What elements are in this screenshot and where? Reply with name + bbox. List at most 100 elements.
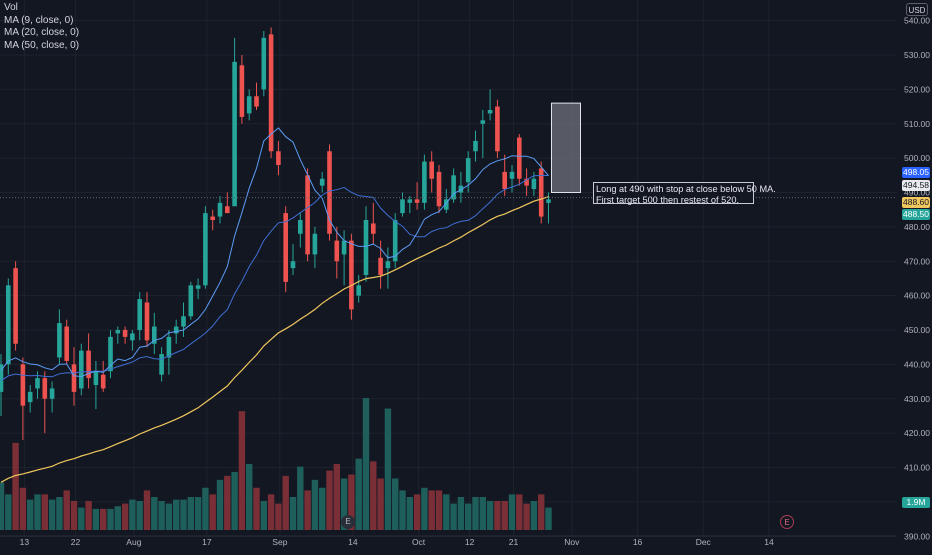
candle-body bbox=[203, 213, 208, 286]
volume-bar bbox=[399, 490, 406, 530]
volume-bar bbox=[48, 499, 56, 530]
legend-ma50[interactable]: MA (50, close, 0) bbox=[4, 39, 80, 51]
volume-bar bbox=[238, 411, 246, 530]
volume-bar bbox=[173, 499, 180, 530]
volume-bar bbox=[41, 494, 48, 530]
volume-bar bbox=[216, 479, 224, 530]
y-tick-label: 500.00 bbox=[904, 153, 930, 163]
legend-vol[interactable]: Vol bbox=[4, 2, 18, 13]
x-tick-label: 14 bbox=[348, 537, 358, 547]
volume-value-label: 1.9M bbox=[902, 497, 930, 508]
candle-body bbox=[451, 175, 456, 200]
candle-body bbox=[538, 168, 544, 217]
volume-bar bbox=[92, 508, 100, 530]
candle-body bbox=[49, 388, 55, 399]
volume-bar bbox=[27, 499, 34, 530]
candle-body bbox=[495, 106, 500, 152]
volume-bar bbox=[202, 487, 209, 530]
y-tick-label: 490.00 bbox=[904, 188, 930, 198]
candle-body bbox=[276, 151, 281, 165]
volume-bar bbox=[165, 503, 173, 530]
candle-body bbox=[254, 96, 259, 107]
candle-body bbox=[517, 137, 522, 179]
ma20-price-label: 494.58 bbox=[902, 180, 930, 191]
candle-body bbox=[385, 261, 391, 269]
candle-body bbox=[35, 378, 40, 389]
ma9-price-label: 498.05 bbox=[902, 167, 930, 178]
candle-body bbox=[42, 378, 48, 399]
legend-ma20[interactable]: MA (20, close, 0) bbox=[4, 27, 80, 38]
legend-ma9[interactable]: MA (9, close, 0) bbox=[4, 14, 74, 26]
x-tick-label: 17 bbox=[202, 537, 212, 547]
candle-body bbox=[305, 175, 310, 255]
volume-bar bbox=[501, 500, 508, 530]
candle-body bbox=[152, 326, 157, 344]
volume-bar bbox=[194, 497, 202, 530]
volume-bar bbox=[34, 494, 41, 530]
volume-bar bbox=[260, 500, 267, 530]
trade-note[interactable]: Long at 490 with stop at close below 50 … bbox=[593, 182, 776, 205]
volume-bar bbox=[209, 494, 216, 530]
ma50-line bbox=[0, 196, 549, 483]
candle-body bbox=[64, 326, 69, 361]
volume-bar bbox=[486, 500, 494, 530]
volume-bar bbox=[246, 464, 253, 530]
candle-body bbox=[509, 171, 515, 179]
candle-body bbox=[137, 299, 142, 330]
volume-bar bbox=[63, 490, 70, 530]
y-tick-label: 540.00 bbox=[904, 16, 930, 26]
candle-body bbox=[436, 171, 442, 207]
grid-layer bbox=[0, 0, 897, 537]
volume-bar bbox=[121, 503, 129, 530]
candle-body bbox=[414, 199, 420, 203]
volume-bar bbox=[538, 494, 545, 530]
volume-bar bbox=[143, 490, 151, 530]
y-tick-label: 520.00 bbox=[904, 84, 930, 94]
volume-bar bbox=[362, 398, 370, 530]
candle-layer bbox=[0, 27, 551, 440]
candle-body bbox=[487, 110, 493, 114]
y-tick-label: 440.00 bbox=[904, 359, 930, 369]
currency-button[interactable]: USD bbox=[906, 3, 928, 16]
volume-bar bbox=[421, 487, 428, 530]
candle-body bbox=[144, 302, 150, 341]
volume-bar bbox=[129, 499, 136, 530]
x-tick-label: 13 bbox=[20, 537, 30, 547]
target-box bbox=[551, 102, 581, 193]
earnings-marker-past[interactable]: E bbox=[341, 515, 355, 529]
candle-body bbox=[531, 178, 537, 190]
y-tick-label: 420.00 bbox=[904, 428, 930, 438]
candle-body bbox=[0, 364, 4, 392]
volume-bar bbox=[267, 494, 275, 530]
candle-body bbox=[546, 199, 551, 203]
candle-body bbox=[290, 261, 296, 269]
candle-body bbox=[86, 350, 91, 379]
y-tick-label: 470.00 bbox=[904, 256, 930, 266]
volume-bar bbox=[443, 494, 450, 530]
candle-body bbox=[210, 216, 215, 220]
earnings-marker-upcoming[interactable]: E bbox=[780, 515, 794, 529]
candle-body bbox=[79, 350, 84, 389]
candle-body bbox=[349, 240, 354, 310]
indicator-legend[interactable]: Vol MA (9, close, 0) MA (20, close, 0) M… bbox=[4, 2, 79, 52]
ma9-line bbox=[0, 127, 549, 378]
x-tick-label: 21 bbox=[509, 537, 519, 547]
x-tick-label: 22 bbox=[71, 537, 81, 547]
candle-body bbox=[268, 34, 274, 152]
x-tick-label: 12 bbox=[465, 537, 475, 547]
volume-bar bbox=[275, 503, 282, 530]
candle-body bbox=[465, 158, 471, 183]
candle-body bbox=[502, 171, 507, 190]
volume-bar bbox=[180, 499, 187, 530]
candle-body bbox=[159, 354, 164, 375]
volume-bar bbox=[472, 497, 479, 530]
candle-body bbox=[181, 316, 186, 327]
last-price-label: 488.50 bbox=[902, 209, 930, 220]
volume-bar bbox=[326, 470, 333, 530]
y-tick-label: 390.00 bbox=[904, 531, 930, 541]
x-tick-label: Oct bbox=[412, 537, 426, 547]
candle-body bbox=[319, 178, 325, 186]
candle-body bbox=[283, 213, 288, 282]
candle-body bbox=[407, 199, 413, 203]
